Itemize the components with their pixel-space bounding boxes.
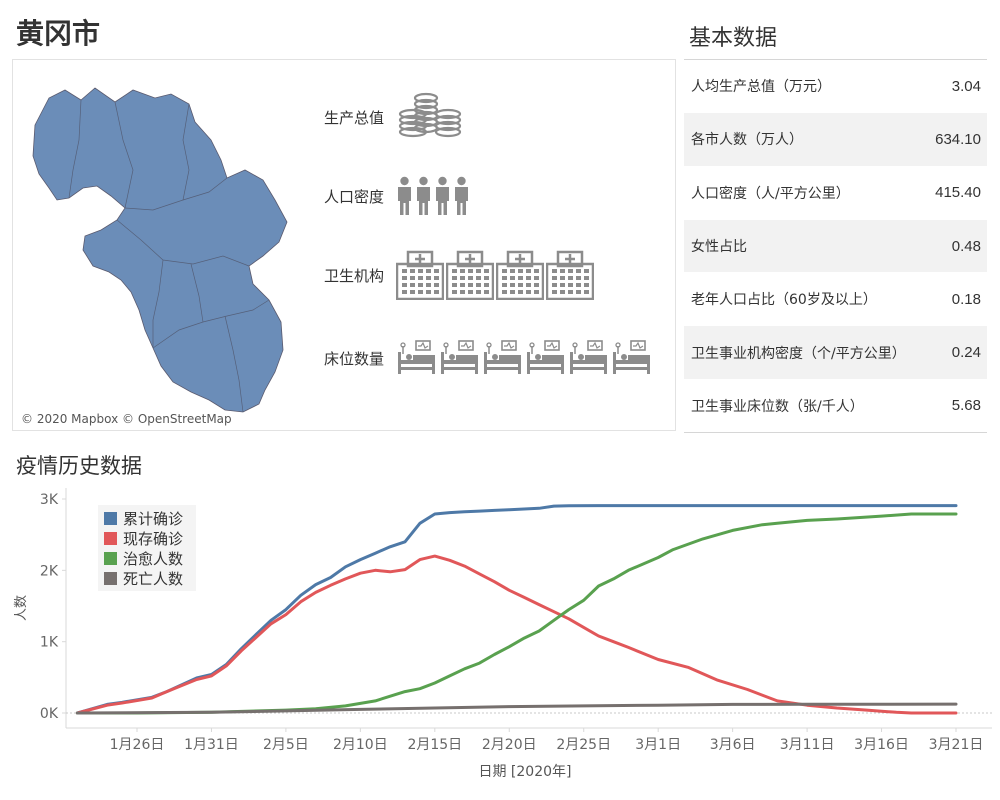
legend-swatch <box>104 571 117 585</box>
indicator-label: 卫生机构 <box>324 266 385 285</box>
chart-grid <box>65 488 992 729</box>
hospital-icon <box>445 250 495 301</box>
x-tick-label: 3月11日 <box>780 737 835 753</box>
legend-item-recovered[interactable]: 治愈人数 <box>98 548 196 568</box>
stats-label: 人均生产总值（万元） <box>691 79 831 96</box>
indicator-label: 生产总值 <box>324 108 385 127</box>
stats-title: 基本数据 <box>689 26 778 51</box>
series-line-2[interactable] <box>75 554 958 715</box>
hospital-bed-icon-group <box>396 340 652 376</box>
stats-label: 各市人数（万人） <box>691 132 803 149</box>
indicator-gdp: 生产总值 <box>324 92 462 142</box>
x-tick-label: 1月26日 <box>110 737 165 753</box>
region-shape[interactable] <box>32 87 288 413</box>
stats-label: 老年人口占比（60岁及以上） <box>691 292 877 309</box>
y-tick-label: 1K <box>40 635 59 651</box>
stats-table: 人均生产总值（万元） 3.04 各市人数（万人） 634.10 人口密度（人/平… <box>684 59 987 434</box>
hospital-bed-icon <box>396 340 437 376</box>
person-icon-group <box>396 176 470 216</box>
hospital-icon <box>395 250 445 301</box>
x-tick-label: 3月21日 <box>929 737 984 753</box>
region-map[interactable] <box>13 60 675 430</box>
stats-label: 卫生事业机构密度（个/平方公里） <box>691 345 906 362</box>
stats-row-beds-per-thousand: 卫生事业床位数（张/千人） 5.68 <box>684 380 987 434</box>
stats-value: 5.68 <box>951 397 981 415</box>
person-icon <box>434 176 451 216</box>
stats-label: 女性占比 <box>691 239 747 256</box>
series-line-4[interactable] <box>75 702 958 715</box>
y-tick-label: 0K <box>40 706 59 722</box>
hospital-bed-icon <box>568 340 609 376</box>
series-line-1[interactable] <box>75 504 958 715</box>
stats-label: 人口密度（人/平方公里） <box>691 185 850 202</box>
stats-row-population-density: 人口密度（人/平方公里） 415.40 <box>684 167 987 220</box>
legend-swatch <box>104 531 117 545</box>
legend-item-cumulative[interactable]: 累计确诊 <box>98 508 196 528</box>
coin-stack-icon <box>396 92 462 142</box>
x-tick-label: 2月5日 <box>263 737 309 753</box>
legend-label: 累计确诊 <box>123 509 184 528</box>
indicator-population-density: 人口密度 <box>324 176 470 216</box>
map-panel: © 2020 Mapbox © OpenStreetMap <box>12 59 676 431</box>
legend-label: 治愈人数 <box>123 549 184 568</box>
y-axis-label: 人数 <box>14 595 29 621</box>
page-title: 黄冈市 <box>16 17 101 50</box>
indicator-label: 人口密度 <box>324 187 385 206</box>
hospital-bed-icon <box>525 340 566 376</box>
x-axis: 1月26日 1月31日 2月5日 2月10日 2月15日 2月20日 2月25日 3月1日 3月… <box>110 728 984 753</box>
stats-row-population: 各市人数（万人） 634.10 <box>684 113 987 167</box>
hospital-icon <box>545 250 595 301</box>
stats-value: 0.24 <box>951 344 981 362</box>
x-tick-label: 2月15日 <box>407 737 462 753</box>
hospital-bed-icon <box>611 340 652 376</box>
stats-value: 634.10 <box>935 130 981 148</box>
stats-row-gdp-per-capita: 人均生产总值（万元） 3.04 <box>684 60 987 114</box>
x-tick-label: 2月25日 <box>556 737 611 753</box>
stats-label: 卫生事业床位数（张/千人） <box>691 398 864 415</box>
x-axis-label: 日期 [2020年] <box>478 764 571 780</box>
indicator-bed-count: 床位数量 <box>324 340 652 376</box>
coin-stack-icon-group <box>396 92 462 142</box>
indicator-label: 床位数量 <box>324 349 385 368</box>
x-tick-label: 3月16日 <box>854 737 909 753</box>
legend-item-deaths[interactable]: 死亡人数 <box>98 568 196 588</box>
y-tick-label: 3K <box>40 492 59 508</box>
stats-value: 0.18 <box>951 290 981 308</box>
stats-value: 0.48 <box>951 237 981 255</box>
x-tick-label: 2月20日 <box>482 737 537 753</box>
legend-label: 死亡人数 <box>123 569 184 588</box>
stats-value: 3.04 <box>951 77 981 95</box>
x-tick-label: 3月1日 <box>635 737 681 753</box>
person-icon <box>453 176 470 216</box>
map-credit[interactable]: © 2020 Mapbox © OpenStreetMap <box>21 412 232 426</box>
legend-item-active[interactable]: 现存确诊 <box>98 528 196 548</box>
indicator-health-institutions: 卫生机构 <box>324 250 595 301</box>
hospital-icon <box>495 250 545 301</box>
legend-label: 现存确诊 <box>123 529 184 548</box>
stats-row-elderly-ratio: 老年人口占比（60岁及以上） 0.18 <box>684 273 987 327</box>
x-tick-label: 1月31日 <box>184 737 239 753</box>
stats-row-institution-density: 卫生事业机构密度（个/平方公里） 0.24 <box>684 326 987 380</box>
legend-swatch <box>104 551 117 565</box>
x-tick-label: 2月10日 <box>333 737 388 753</box>
legend-swatch <box>104 511 117 525</box>
person-icon <box>396 176 413 216</box>
line-chart[interactable]: 0K 1K 2K 3K 1月26日 1月31日 2月5日 2月10日 2月15日 2月20日 2月… <box>0 480 1000 800</box>
hospital-bed-icon <box>439 340 480 376</box>
hospital-icon-group <box>395 250 595 301</box>
chart-title: 疫情历史数据 <box>16 454 142 478</box>
county-borders <box>68 99 270 413</box>
chart-legend: 累计确诊 现存确诊 治愈人数 死亡人数 <box>98 505 196 591</box>
x-tick-label: 3月6日 <box>710 737 756 753</box>
stats-value: 415.40 <box>935 184 981 202</box>
series-line-3[interactable] <box>75 512 958 715</box>
person-icon <box>415 176 432 216</box>
series-lines[interactable] <box>75 504 958 715</box>
stats-divider <box>684 432 987 433</box>
y-tick-label: 2K <box>40 563 59 579</box>
stats-row-female-ratio: 女性占比 0.48 <box>684 219 987 274</box>
hospital-bed-icon <box>482 340 523 376</box>
y-axis: 0K 1K 2K 3K <box>40 492 66 722</box>
